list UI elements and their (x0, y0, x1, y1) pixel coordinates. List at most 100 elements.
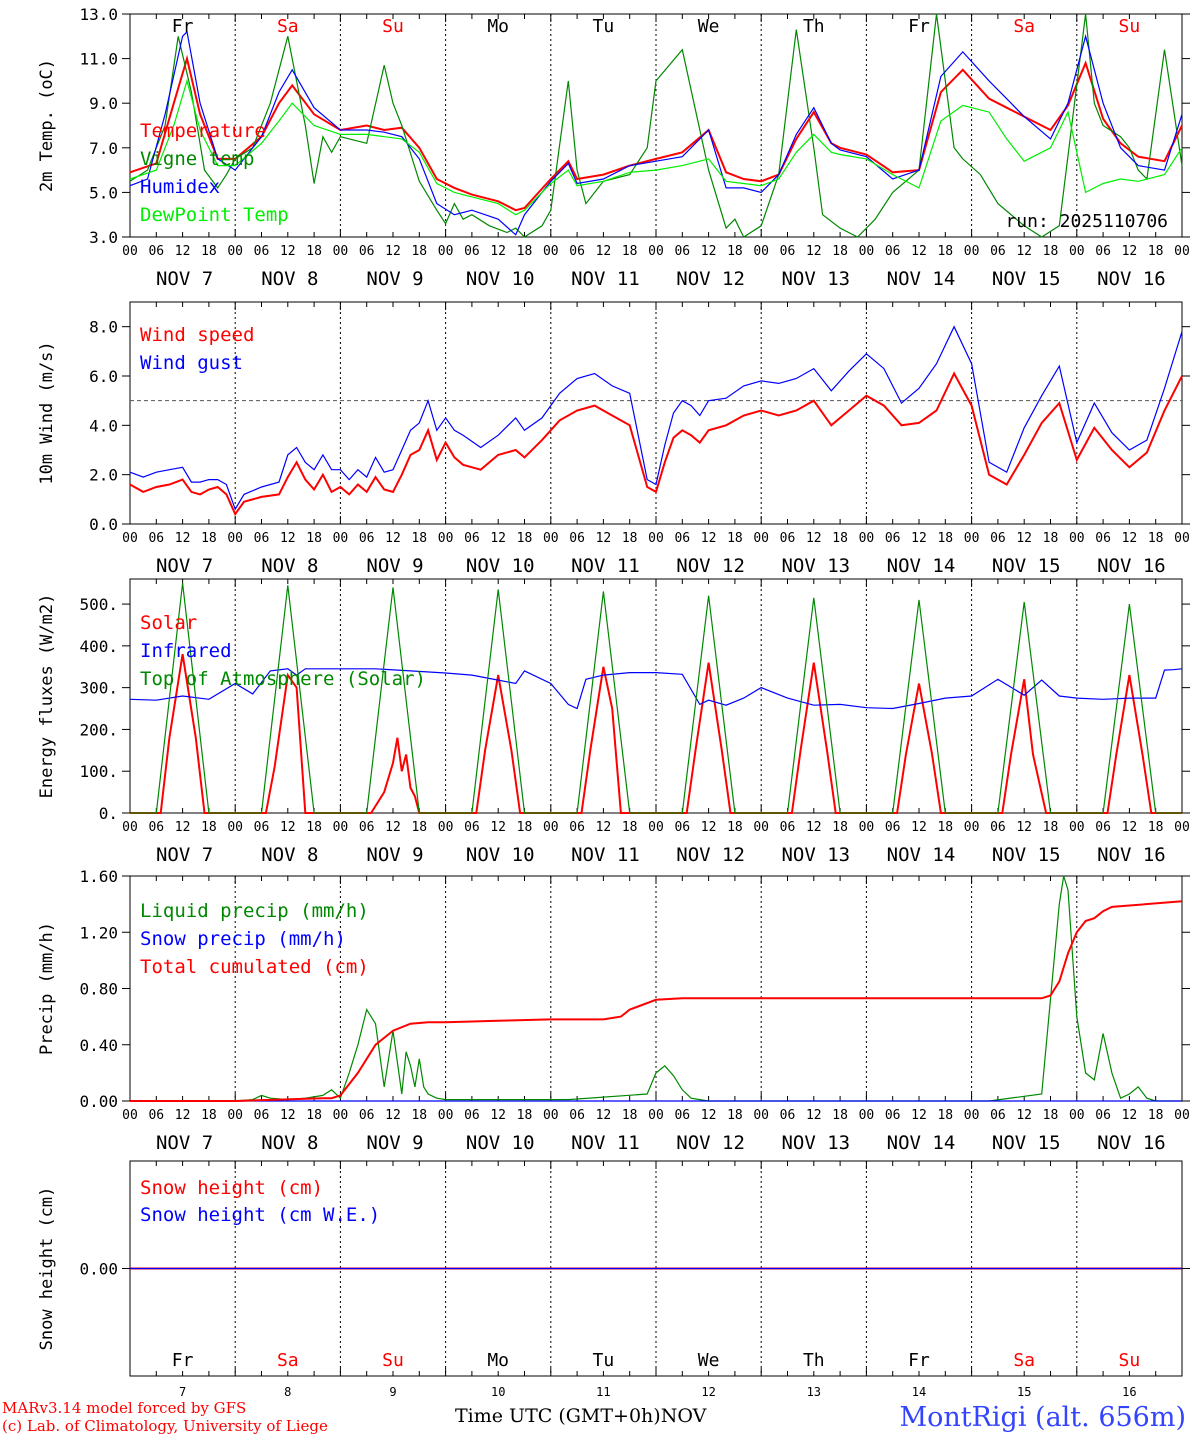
x-date-label: NOV 9 (366, 555, 423, 577)
weekday-label: Fr (908, 16, 930, 37)
x-hour-label: 18 (727, 820, 743, 835)
legend-entry: Temperature (140, 120, 266, 142)
weekday-label: Tu (593, 1350, 615, 1371)
x-hour-label: 06 (1095, 1108, 1111, 1123)
x-date-label: NOV 11 (571, 555, 640, 577)
x-hour-label: 06 (254, 531, 270, 546)
x-hour-label: 12 (911, 244, 927, 259)
x-hour-label: 12 (1016, 1108, 1032, 1123)
x-hour-label: 06 (359, 244, 375, 259)
weekday-label: Th (803, 1350, 825, 1371)
x-date-label: NOV 8 (261, 268, 318, 290)
x-date-label: NOV 14 (887, 844, 956, 866)
x-hour-label: 18 (1043, 1108, 1059, 1123)
y-tick-label: 0.40 (79, 1036, 118, 1055)
x-hour-label: 12 (490, 820, 506, 835)
x-hour-label: 12 (806, 1108, 822, 1123)
x-hour-label: 00 (227, 531, 243, 546)
x-hour-label: 18 (306, 244, 322, 259)
x-date-label: NOV 10 (466, 1132, 535, 1154)
x-date-label: NOV 14 (887, 555, 956, 577)
x-hour-label: 00 (859, 244, 875, 259)
weekday-label: Sa (277, 16, 299, 37)
x-date-label: NOV 13 (781, 1132, 850, 1154)
x-hour-label: 12 (596, 1108, 612, 1123)
y-tick-label: 6.0 (89, 367, 118, 386)
x-hour-label: 18 (306, 531, 322, 546)
x-hour-label: 18 (201, 820, 217, 835)
x-date-label: NOV 16 (1097, 268, 1166, 290)
y-tick-label: 4.0 (89, 416, 118, 435)
x-hour-label: 00 (227, 820, 243, 835)
panel-energy: 0. 100. 200. 300. 400. 500. Energy fluxes (W/m… (37, 578, 1190, 866)
time-axis-title: Time UTC (GMT+0h)NOV (455, 1405, 706, 1427)
x-hour-label: 06 (359, 531, 375, 546)
x-date-label: NOV 9 (366, 844, 423, 866)
x-hour-label: 00 (859, 820, 875, 835)
x-hour-label: 00 (1069, 531, 1085, 546)
x-hour-label: 00 (648, 820, 664, 835)
x-date-label: NOV 7 (156, 844, 213, 866)
panel-temperature: 3.0 5.0 7.0 9.0 11.0 13.0 2m Temp. (oC) Tempera… (37, 5, 1190, 290)
y-tick-label: 11.0 (79, 50, 118, 69)
x-hour-label: 06 (674, 820, 690, 835)
x-date-label: NOV 10 (466, 555, 535, 577)
x-hour-label: 12 (596, 244, 612, 259)
x-hour-label: 18 (727, 531, 743, 546)
panel-snow: 0.00 Snow height (cm) Snow height (cm) Snow… (37, 1160, 1190, 1399)
x-date-label: NOV 14 (887, 268, 956, 290)
x-hour-label: 06 (885, 1108, 901, 1123)
x-hour-label: 00 (1174, 1108, 1190, 1123)
x-hour-label: 18 (937, 1108, 953, 1123)
x-hour-label: 00 (438, 1108, 454, 1123)
x-hour-label: 18 (622, 244, 638, 259)
copyright-info: (c) Lab. of Climatology, University of L… (2, 1417, 328, 1435)
x-date-label: NOV 8 (261, 844, 318, 866)
x-day-number: 7 (179, 1385, 186, 1399)
y-axis-label: Snow height (cm) (37, 1187, 57, 1351)
x-day-number: 11 (596, 1385, 610, 1399)
x-date-label: NOV 12 (676, 268, 745, 290)
y-tick-label: 300. (79, 679, 118, 698)
y-tick-label: 13.0 (79, 5, 118, 24)
x-hour-label: 18 (411, 244, 427, 259)
x-day-number: 8 (284, 1385, 291, 1399)
x-date-label: NOV 15 (992, 1132, 1061, 1154)
x-hour-label: 12 (385, 1108, 401, 1123)
weekday-label: Sa (1013, 16, 1035, 37)
x-hour-label: 06 (990, 820, 1006, 835)
x-day-number: 15 (1017, 1385, 1031, 1399)
y-tick-label: 8.0 (89, 318, 118, 337)
x-hour-label: 12 (490, 1108, 506, 1123)
weekday-label: Th (803, 16, 825, 37)
x-day-number: 10 (491, 1385, 505, 1399)
x-hour-label: 00 (648, 531, 664, 546)
y-axis-label: Energy fluxes (W/m2) (37, 594, 57, 799)
x-hour-label: 12 (280, 531, 296, 546)
x-hour-label: 12 (280, 1108, 296, 1123)
x-hour-label: 12 (1016, 820, 1032, 835)
month-label: NOV (660, 1405, 707, 1427)
x-hour-label: 12 (175, 244, 191, 259)
x-hour-label: 12 (701, 244, 717, 259)
panel-precip: 0.00 0.40 0.80 1.20 1.60 Precip (mm/h) Liquid … (37, 867, 1190, 1154)
x-day-number: 16 (1122, 1385, 1136, 1399)
x-date-label: NOV 10 (466, 268, 535, 290)
x-hour-label: 00 (859, 1108, 875, 1123)
x-hour-label: 06 (990, 531, 1006, 546)
legend-entry: Liquid precip (mm/h) (140, 900, 369, 922)
x-day-number: 14 (912, 1385, 926, 1399)
y-tick-label: 500. (79, 595, 118, 614)
x-hour-label: 00 (964, 531, 980, 546)
x-hour-label: 18 (201, 531, 217, 546)
y-tick-label: 7.0 (89, 139, 118, 158)
x-hour-label: 00 (227, 244, 243, 259)
x-hour-label: 00 (438, 244, 454, 259)
series-vigne-temp (129, 13, 1183, 238)
x-date-label: NOV 12 (676, 555, 745, 577)
x-date-label: NOV 16 (1097, 844, 1166, 866)
x-date-label: NOV 12 (676, 1132, 745, 1154)
x-hour-label: 06 (990, 1108, 1006, 1123)
x-hour-label: 12 (911, 820, 927, 835)
x-date-label: NOV 16 (1097, 1132, 1166, 1154)
